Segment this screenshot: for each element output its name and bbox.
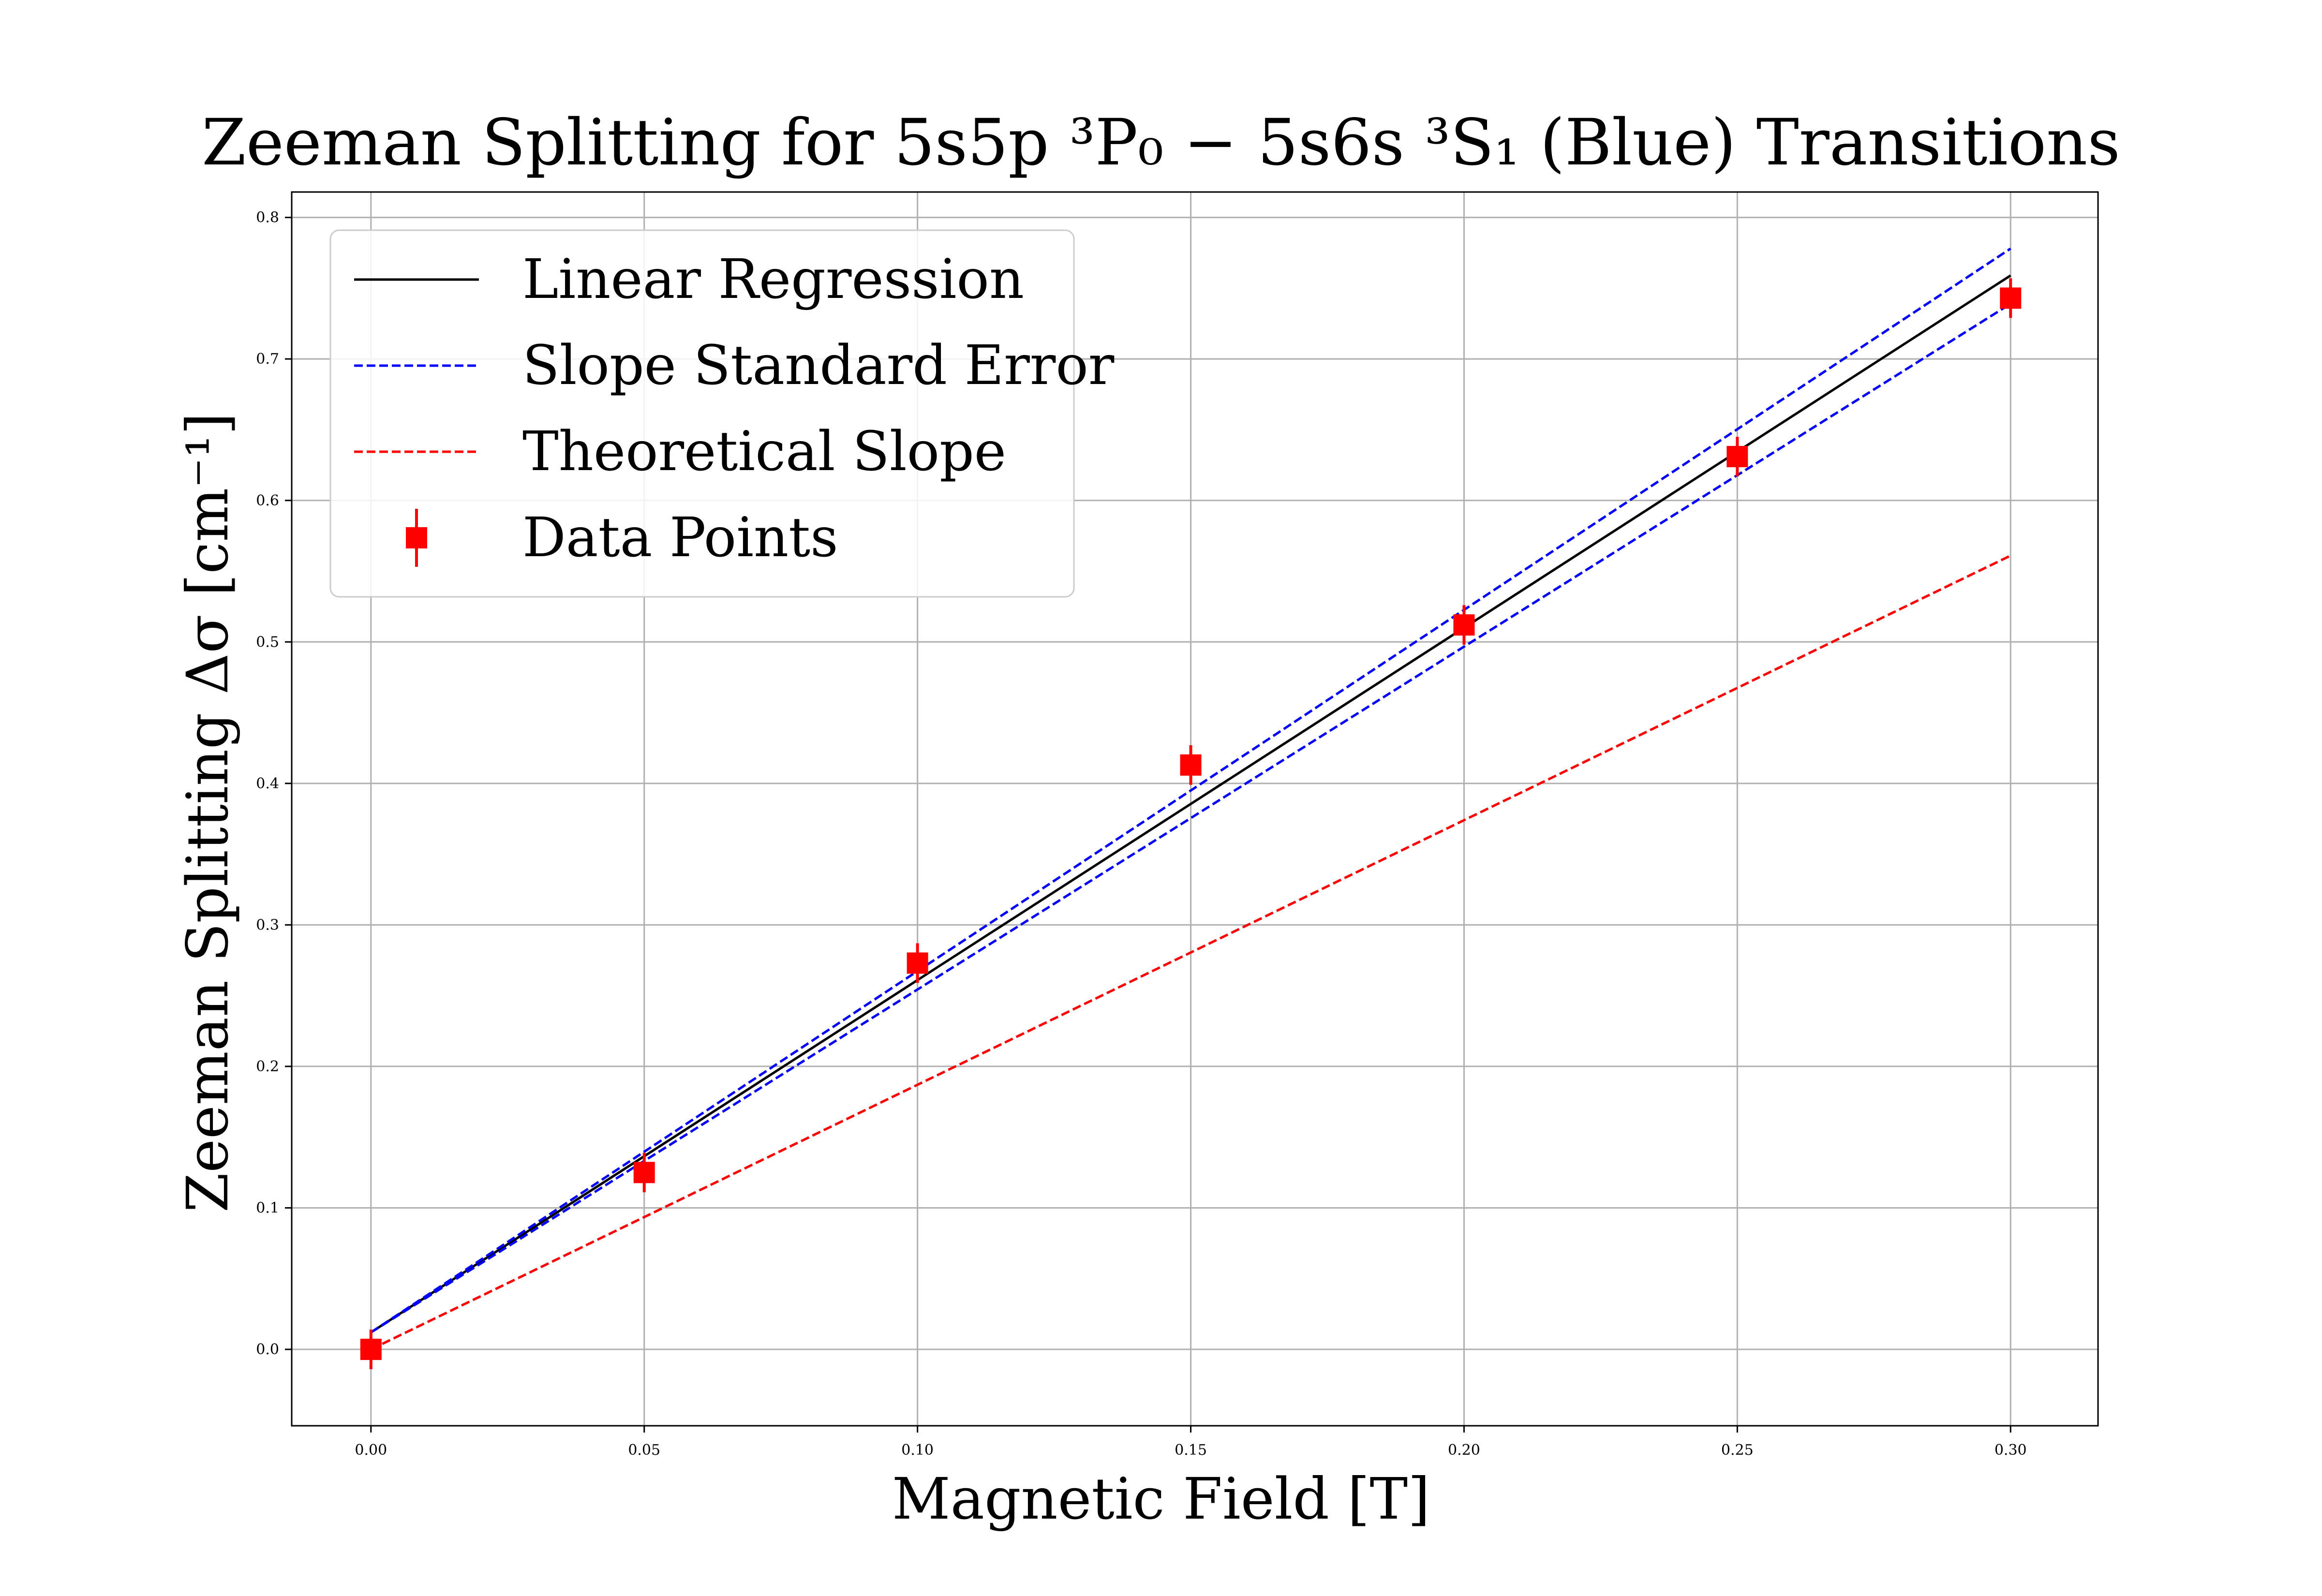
chart-title: Zeeman Splitting for 5s5p ³P₀ − 5s6s ³S₁… — [202, 105, 2120, 180]
data-point-marker — [633, 1162, 655, 1183]
data-point-marker — [1727, 446, 1748, 468]
y-tick-label: 0.3 — [256, 916, 279, 933]
legend: Linear Regression Slope Standard Error The… — [329, 229, 1115, 598]
series-line-theoretical-slope — [370, 554, 2011, 1351]
series-line-slope-standard-error — [370, 247, 2011, 1334]
y-tick-label: 0.0 — [256, 1341, 279, 1358]
axis-ticks: 0.00 0.05 0.10 0.15 0.20 0.25 0.30 0.0 0.1 0.2 0.3… — [256, 209, 2026, 1459]
x-tick-label: 0.05 — [628, 1442, 660, 1459]
data-point-marker — [360, 1339, 382, 1360]
legend-label: Linear Regression — [522, 248, 1024, 311]
y-tick-label: 0.4 — [256, 775, 279, 792]
x-tick-label: 0.25 — [1721, 1442, 1754, 1459]
y-tick-label: 0.5 — [256, 634, 279, 650]
x-tick-label: 0.10 — [901, 1442, 934, 1459]
data-point-marker — [2000, 287, 2022, 309]
y-tick-label: 0.1 — [256, 1199, 279, 1216]
y-tick-label: 0.2 — [256, 1058, 279, 1075]
legend-label: Data Points — [522, 506, 838, 569]
x-axis-label: Magnetic Field [T] — [892, 1465, 1430, 1532]
data-point-marker — [1453, 614, 1475, 636]
data-point-marker — [907, 952, 928, 974]
legend-swatch-marker — [406, 527, 427, 548]
x-tick-label: 0.30 — [1995, 1442, 2027, 1459]
data-points — [360, 278, 2022, 1369]
legend-label: Theoretical Slope — [522, 420, 1006, 483]
y-tick-label: 0.7 — [256, 351, 279, 368]
x-tick-label: 0.15 — [1175, 1442, 1207, 1459]
y-tick-label: 0.6 — [256, 492, 279, 509]
x-tick-label: 0.00 — [355, 1442, 387, 1459]
legend-label: Slope Standard Error — [522, 334, 1115, 397]
x-tick-label: 0.20 — [1448, 1442, 1480, 1459]
legend-box — [329, 229, 1075, 598]
y-tick-label: 0.8 — [256, 209, 279, 226]
axes-frame — [291, 191, 2099, 1427]
y-axis-label: Zeeman Splitting Δσ [cm⁻¹] — [174, 413, 241, 1212]
data-point-marker — [1180, 754, 1202, 776]
